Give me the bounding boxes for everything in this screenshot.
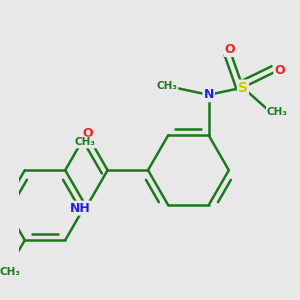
Text: O: O bbox=[225, 43, 236, 56]
Text: CH₃: CH₃ bbox=[267, 107, 288, 117]
Text: CH₃: CH₃ bbox=[0, 267, 21, 277]
Text: CH₃: CH₃ bbox=[75, 137, 96, 148]
Text: S: S bbox=[238, 80, 248, 94]
Text: NH: NH bbox=[70, 202, 90, 214]
Text: CH₃: CH₃ bbox=[156, 81, 177, 91]
Text: N: N bbox=[203, 88, 214, 101]
Text: O: O bbox=[82, 127, 93, 140]
Text: O: O bbox=[274, 64, 285, 77]
